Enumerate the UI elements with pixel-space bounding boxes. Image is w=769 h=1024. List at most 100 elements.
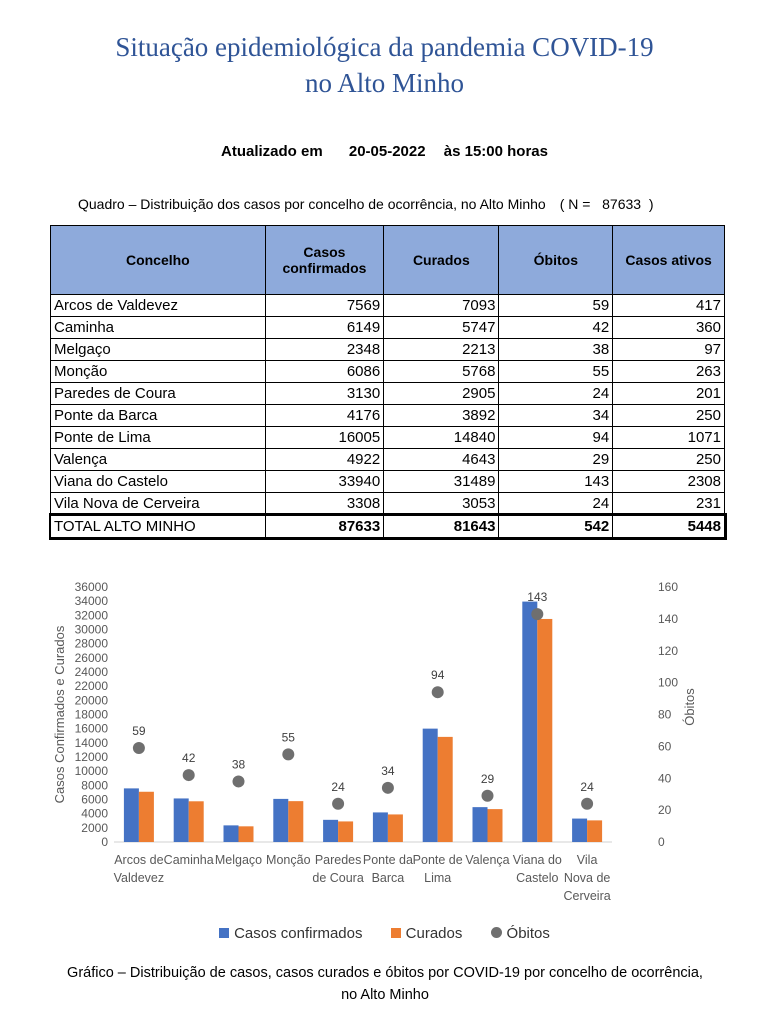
y-tick-label: 6000 <box>81 793 108 807</box>
y-tick-label: 2000 <box>81 821 108 835</box>
table-header-row: Concelho Casos confirmados Curados Óbito… <box>50 225 725 295</box>
page-title: Situação epidemiológica da pandemia COVI… <box>115 32 654 62</box>
point-obitos <box>381 781 394 794</box>
bar-curados <box>487 809 503 842</box>
chart-legend: Casos confirmados Curados Óbitos <box>0 925 769 942</box>
y2-tick-label: 80 <box>658 708 672 722</box>
y2-axis-title: Óbitos <box>682 688 697 726</box>
table-caption-text: Quadro – Distribuição dos casos por conc… <box>78 196 546 212</box>
data-label-obitos: 29 <box>481 772 495 786</box>
data-label-obitos: 34 <box>381 764 395 778</box>
cell-casos-ativos: 250 <box>612 404 725 427</box>
x-tick-label: Valdevez <box>114 871 165 885</box>
data-label-obitos: 24 <box>331 780 345 794</box>
cell-casos-confirmados: 6149 <box>264 316 385 339</box>
cell-casos-confirmados: 3308 <box>264 492 385 516</box>
legend-marker-obitos <box>490 927 502 938</box>
cases-table: Concelho Casos confirmados Curados Óbito… <box>48 225 727 540</box>
bar-curados <box>238 826 254 842</box>
cell-casos-ativos: 1071 <box>612 426 725 449</box>
cell-casos-ativos: 417 <box>612 294 725 317</box>
x-tick-label: Melgaço <box>215 853 262 867</box>
cases-chart: 0200040006000800010000120001400016000180… <box>52 580 697 903</box>
point-obitos <box>431 686 444 699</box>
cell-casos-confirmados: 7569 <box>264 294 385 317</box>
cell-casos-ativos: 97 <box>612 338 725 361</box>
data-label-obitos: 94 <box>431 668 445 682</box>
y-tick-label: 24000 <box>75 665 109 679</box>
cell-curados: 2905 <box>383 382 500 405</box>
cell-casos-confirmados: 3130 <box>264 382 385 405</box>
page-subtitle: no Alto Minho <box>304 68 465 98</box>
y-tick-label: 8000 <box>81 778 108 792</box>
cell-casos-confirmados: 4922 <box>264 448 385 471</box>
x-tick-label: Arcos de <box>114 853 163 867</box>
cell-curados: 4643 <box>383 448 500 471</box>
y2-tick-label: 0 <box>658 835 665 849</box>
bar-casos-confirmados <box>223 825 239 842</box>
data-label-obitos: 24 <box>580 780 594 794</box>
data-label-obitos: 42 <box>182 751 196 765</box>
total-curados: 81643 <box>383 514 500 538</box>
y-tick-label: 34000 <box>75 594 109 608</box>
y2-tick-label: 60 <box>658 739 672 753</box>
legend-label-obitos: Óbitos <box>506 925 550 942</box>
x-tick-label: Caminha <box>164 853 214 867</box>
header-casos-confirmados: Casos confirmados <box>264 225 385 295</box>
y2-tick-label: 140 <box>658 612 678 626</box>
chart-caption: Gráfico – Distribuição de casos, casos c… <box>67 965 703 1003</box>
x-tick-label: Castelo <box>516 871 558 885</box>
x-tick-label: Nova de <box>564 871 611 885</box>
point-obitos <box>581 797 594 810</box>
x-tick-label: Monção <box>266 853 311 867</box>
legend-label-curados: Curados <box>405 925 463 942</box>
cell-curados: 7093 <box>383 294 500 317</box>
cell-casos-ativos: 360 <box>612 316 725 339</box>
total-obitos: 542 <box>498 514 614 538</box>
table-row: Viana do Castelo 33940 31489 143 2308 <box>50 470 725 493</box>
update-time: às 15:00 horas <box>443 143 548 160</box>
bar-casos-confirmados <box>572 818 588 842</box>
y-tick-label: 16000 <box>75 722 109 736</box>
cell-casos-ativos: 263 <box>612 360 725 383</box>
x-tick-label: Barca <box>372 871 405 885</box>
legend-item-curados: Curados <box>390 925 463 942</box>
update-info: Atualizado em 20-05-2022 às 15:00 horas <box>0 143 769 160</box>
cell-concelho: Paredes de Coura <box>50 382 266 405</box>
table-row: Ponte de Lima 16005 14840 94 1071 <box>50 426 725 449</box>
bar-casos-confirmados <box>273 798 289 842</box>
y-tick-label: 30000 <box>75 623 109 637</box>
y2-tick-label: 40 <box>658 771 672 785</box>
x-tick-label: Lima <box>424 871 451 885</box>
y-tick-label: 22000 <box>75 679 109 693</box>
bar-curados <box>387 814 403 842</box>
cell-curados: 5768 <box>383 360 500 383</box>
cell-curados: 31489 <box>383 470 500 493</box>
table-row: Paredes de Coura 3130 2905 24 201 <box>50 382 725 405</box>
cell-concelho: Caminha <box>50 316 266 339</box>
bar-curados <box>338 821 354 842</box>
bar-casos-confirmados <box>422 728 438 842</box>
cell-obitos: 38 <box>498 338 614 361</box>
cell-obitos: 55 <box>498 360 614 383</box>
data-label-obitos: 55 <box>282 730 296 744</box>
header-curados: Curados <box>383 225 500 295</box>
bar-casos-confirmados <box>323 819 339 842</box>
y-tick-label: 36000 <box>75 580 109 594</box>
y-tick-label: 12000 <box>75 750 109 764</box>
cell-curados: 14840 <box>383 426 500 449</box>
cell-curados: 2213 <box>383 338 500 361</box>
total-label: TOTAL ALTO MINHO <box>50 514 266 538</box>
cell-concelho: Melgaço <box>50 338 266 361</box>
y-tick-label: 10000 <box>75 764 109 778</box>
cell-casos-confirmados: 6086 <box>264 360 385 383</box>
table-row: Monção 6086 5768 55 263 <box>50 360 725 383</box>
cell-obitos: 24 <box>498 382 614 405</box>
cell-concelho: Vila Nova de Cerveira <box>50 492 266 516</box>
table-row: Valença 4922 4643 29 250 <box>50 448 725 471</box>
cell-concelho: Arcos de Valdevez <box>50 294 266 317</box>
x-tick-label: Ponte de <box>413 853 463 867</box>
legend-label-casos: Casos confirmados <box>234 925 363 942</box>
data-label-obitos: 38 <box>232 757 246 771</box>
cell-curados: 5747 <box>383 316 500 339</box>
